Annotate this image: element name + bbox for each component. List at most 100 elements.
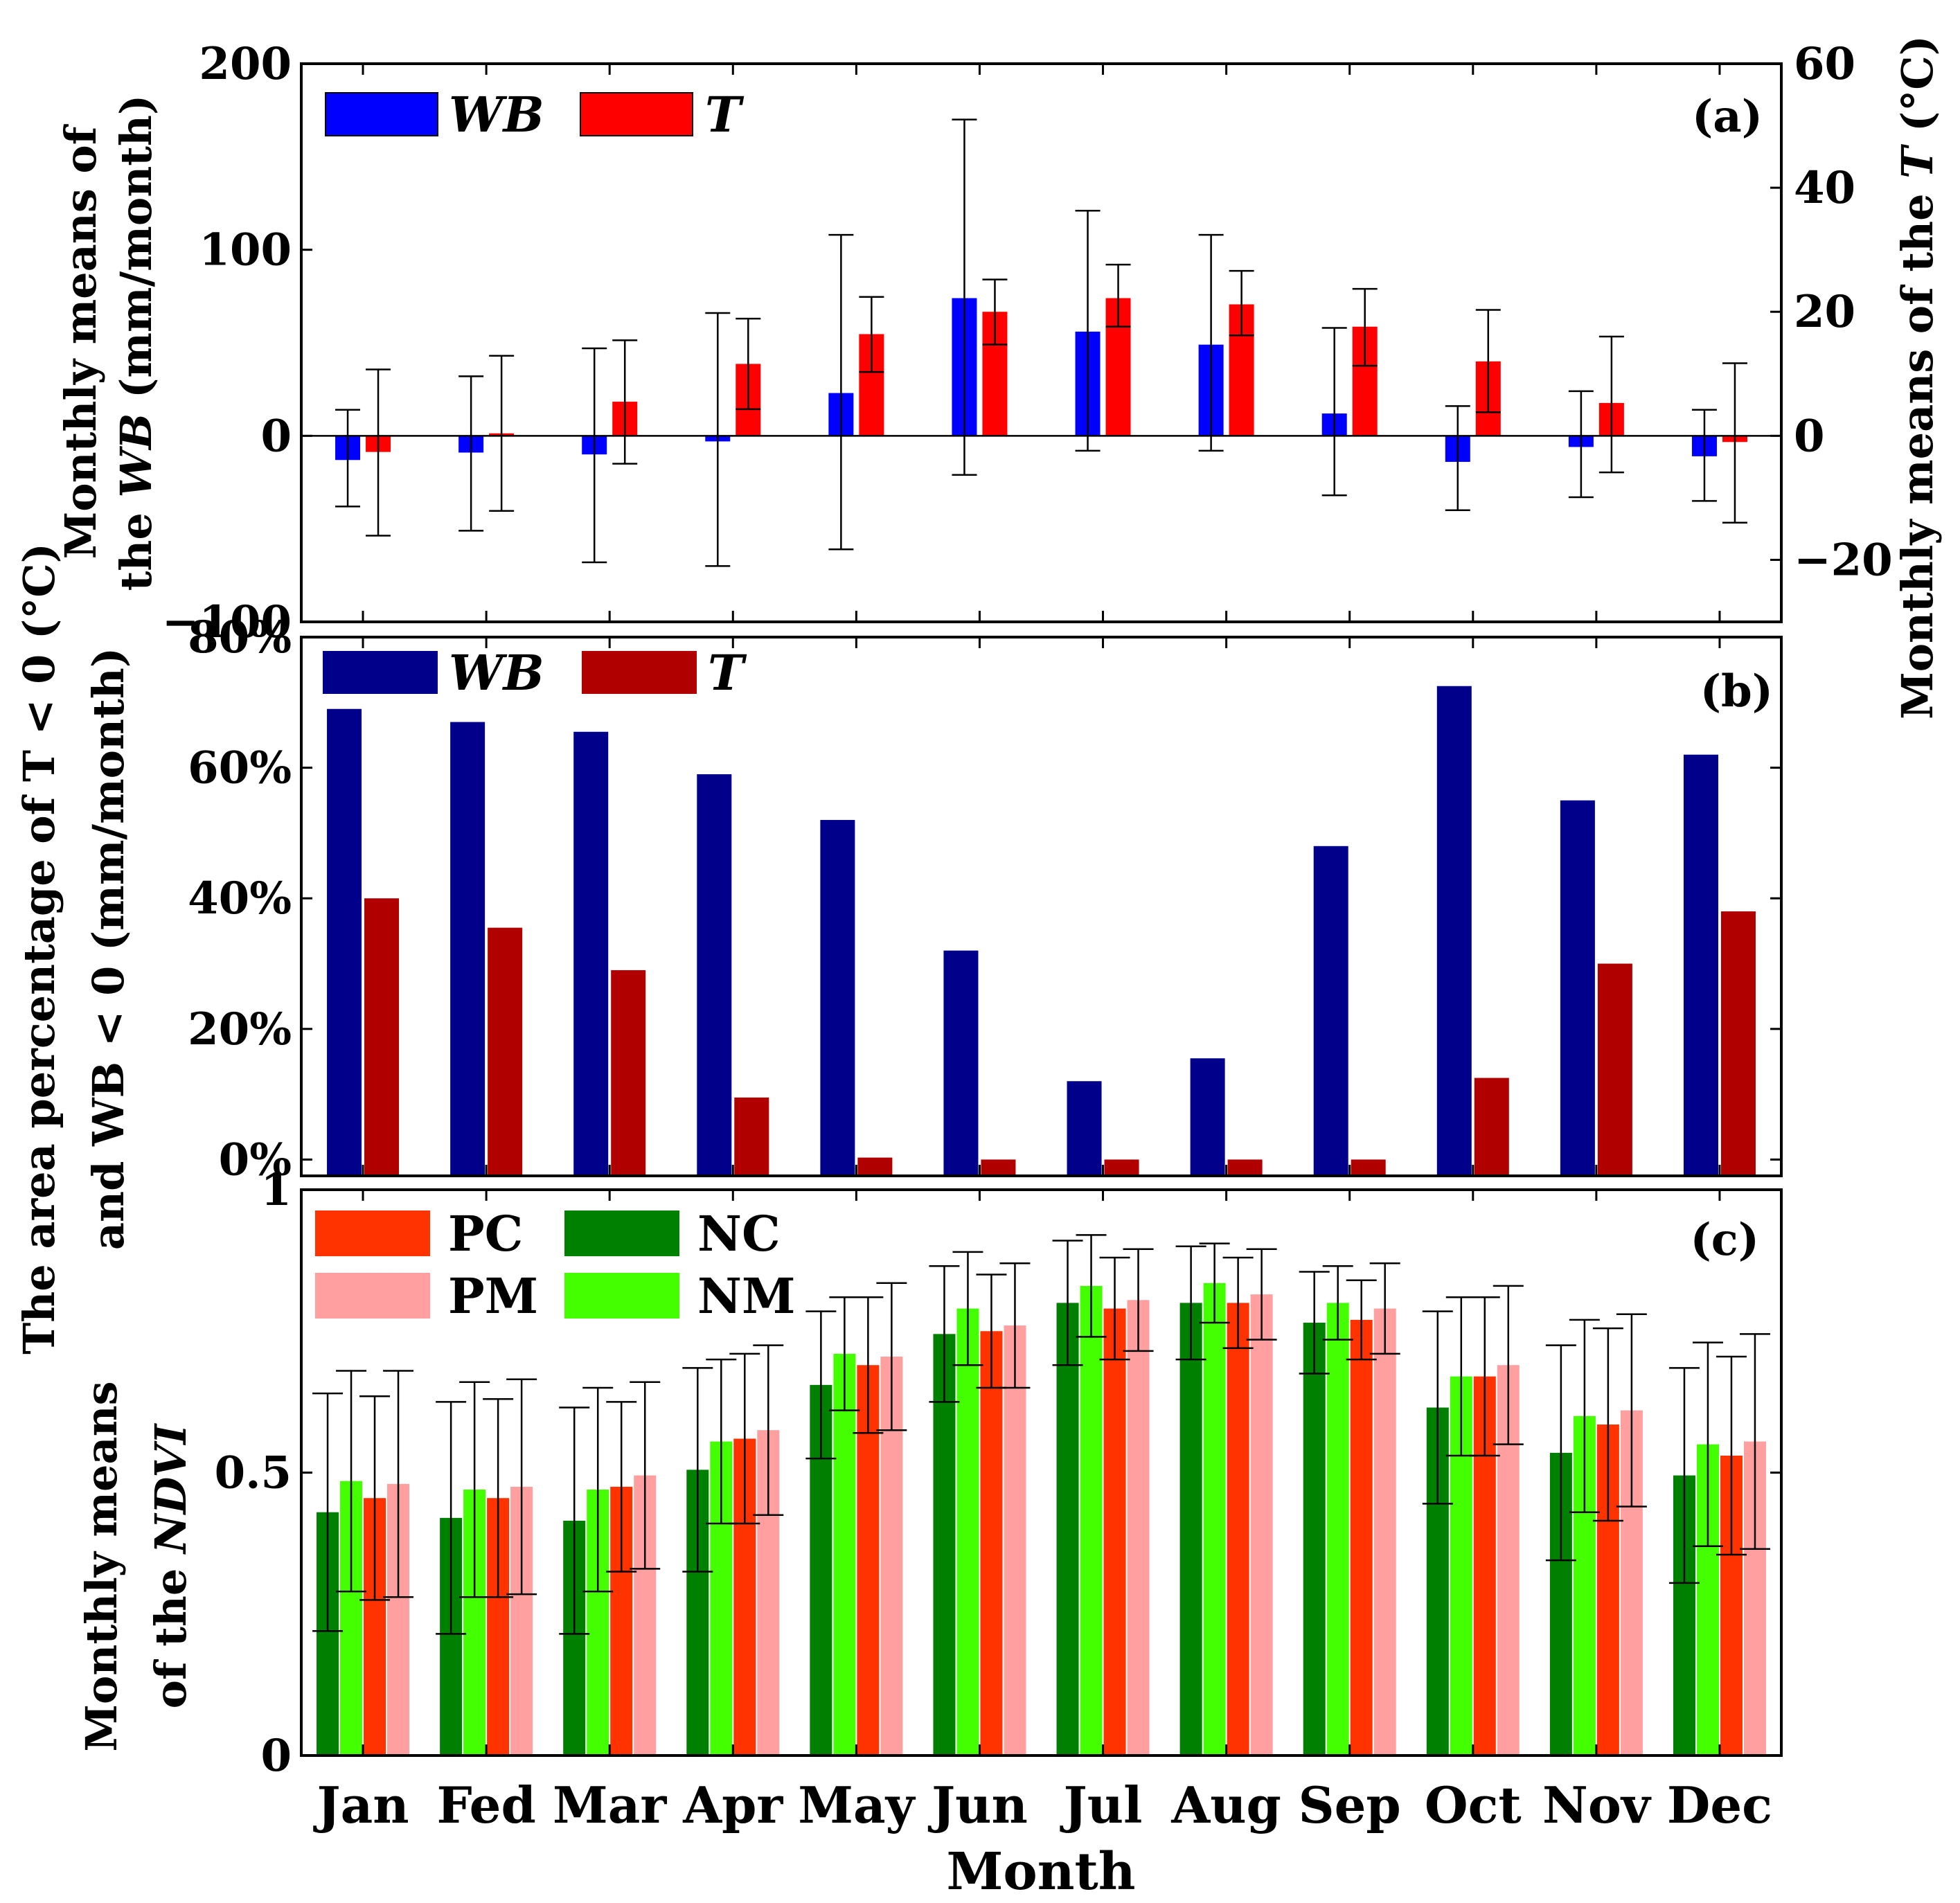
bar-nm bbox=[1326, 1303, 1349, 1755]
x-tick-label: Jan bbox=[313, 1776, 409, 1834]
x-tick-label: Sep bbox=[1299, 1776, 1401, 1834]
legend-swatch-t bbox=[580, 92, 693, 136]
y-tick-label: 0 bbox=[260, 410, 292, 462]
y-tick-label: 1 bbox=[260, 1164, 292, 1216]
bar-pc bbox=[980, 1331, 1003, 1755]
x-tick-label: May bbox=[798, 1776, 916, 1834]
bar-pm bbox=[1373, 1308, 1396, 1755]
panel-c: 0 0.5 1 PC NC PM NM (c) Monthly means of the NDVI bbox=[76, 1164, 1783, 1782]
y-tick-label: 60% bbox=[188, 742, 292, 794]
x-tick-label: Aug bbox=[1170, 1776, 1281, 1834]
legend-swatch-t bbox=[582, 651, 697, 694]
bar-wb bbox=[1436, 686, 1472, 1176]
y-axis-label-part: of the bbox=[145, 1553, 196, 1708]
legend-swatch-nm bbox=[564, 1273, 679, 1319]
y-tick-label-right: 0 bbox=[1794, 410, 1825, 462]
bar-t bbox=[1351, 1159, 1386, 1176]
legend-label-wb: WB bbox=[449, 644, 544, 702]
panel-b: 0% 20% 40% 60% 80% WB T (b) The area percentage … bbox=[14, 543, 1783, 1355]
bar-nm bbox=[1203, 1283, 1226, 1755]
bar-t bbox=[364, 898, 400, 1176]
bar-pc bbox=[1350, 1319, 1373, 1755]
y-tick-label: 100 bbox=[199, 224, 292, 276]
bar-t bbox=[1227, 1159, 1263, 1176]
y-tick-label: 200 bbox=[199, 38, 292, 90]
y-tick-label: 20% bbox=[188, 1003, 292, 1055]
y-axis-label-line1: The area percentage of T < 0 (°C) bbox=[14, 543, 64, 1355]
bar-wb bbox=[1683, 754, 1718, 1176]
y-axis-label-line1: Monthly means bbox=[76, 1381, 127, 1751]
legend-swatch-wb bbox=[323, 651, 438, 694]
bar-nc bbox=[933, 1334, 956, 1755]
legend-swatch-pc bbox=[315, 1210, 430, 1256]
plot-frame-b bbox=[300, 636, 1783, 1177]
legend-swatch-pm bbox=[315, 1273, 430, 1319]
y-axis-label-line1: Monthly means of bbox=[55, 124, 106, 559]
bar-nm bbox=[956, 1308, 979, 1755]
bar-wb bbox=[1190, 1058, 1225, 1176]
bar-wb bbox=[820, 820, 855, 1176]
x-tick-label: Mar bbox=[553, 1776, 667, 1834]
x-tick-label: Fed bbox=[436, 1776, 535, 1834]
bar-wb bbox=[327, 708, 362, 1176]
bar-nm bbox=[1080, 1285, 1103, 1755]
y-tick-label: 80% bbox=[188, 611, 292, 663]
y-axis-label-right: Monthly means of the T (°C) bbox=[1892, 35, 1943, 720]
bar-nm bbox=[833, 1353, 856, 1755]
x-tick-label: Jul bbox=[1060, 1776, 1143, 1834]
legend-label-pc: PC bbox=[448, 1205, 523, 1262]
y-tick-label: 0% bbox=[219, 1134, 292, 1186]
x-axis-title: Month bbox=[946, 1842, 1135, 1902]
y-tick-label-right: −20 bbox=[1794, 534, 1893, 586]
bar-wb bbox=[1560, 800, 1595, 1176]
y-tick-label: 40% bbox=[188, 873, 292, 924]
legend-swatch-wb bbox=[325, 92, 438, 136]
y-axis-label-part: WB bbox=[111, 413, 161, 498]
bar-wb bbox=[943, 950, 979, 1176]
bar-nc bbox=[1056, 1303, 1079, 1755]
legend-swatch-nc bbox=[564, 1210, 679, 1256]
bar-t bbox=[857, 1157, 893, 1176]
y-axis-label-line2: the WB (mm/month) bbox=[111, 95, 161, 591]
legend-label-nm: NM bbox=[697, 1267, 795, 1325]
panel-label-b: (b) bbox=[1700, 665, 1773, 717]
y-axis-label-line2: and WB < 0 (mm/month) bbox=[83, 647, 134, 1250]
bar-wb bbox=[573, 731, 609, 1176]
bar-pc bbox=[1227, 1303, 1249, 1755]
x-tick-label: Dec bbox=[1667, 1776, 1772, 1834]
bar-t bbox=[611, 970, 646, 1176]
legend-label-pm: PM bbox=[448, 1267, 538, 1325]
bar-pc bbox=[1103, 1308, 1126, 1755]
y-axis-label-line2: of the NDVI bbox=[145, 1423, 196, 1709]
x-tick-label: Nov bbox=[1542, 1776, 1652, 1834]
plot-frame-a bbox=[300, 62, 1783, 623]
y-tick-label-right: 40 bbox=[1794, 162, 1855, 214]
legend-label-t: T bbox=[708, 644, 747, 702]
bar-wb bbox=[697, 774, 732, 1176]
bar-t bbox=[1104, 1159, 1139, 1176]
bar-pm bbox=[1127, 1300, 1150, 1755]
y-tick-label: −100 bbox=[162, 596, 292, 648]
bar-wb bbox=[450, 722, 485, 1176]
x-tick-label: Apr bbox=[682, 1776, 783, 1834]
y-tick-label: 0 bbox=[260, 1730, 292, 1782]
bar-t bbox=[1720, 911, 1756, 1176]
x-tick-label: Jun bbox=[927, 1776, 1028, 1834]
bar-t bbox=[734, 1097, 769, 1176]
bar-nc bbox=[1303, 1322, 1326, 1755]
legend-label-t: T bbox=[705, 86, 745, 143]
y-tick-label-right: 20 bbox=[1794, 286, 1855, 338]
x-tick-label: Oct bbox=[1425, 1776, 1522, 1834]
y-axis-label-part: the bbox=[111, 498, 161, 591]
y-axis-label-part: (°C) bbox=[1892, 35, 1943, 147]
y-axis-label-part: Monthly means of the bbox=[1892, 179, 1943, 720]
bar-wb bbox=[1067, 1081, 1102, 1176]
bar-wb bbox=[1313, 846, 1348, 1176]
panel-label-a: (a) bbox=[1692, 91, 1763, 143]
x-axis: Jan Fed Mar Apr May Jun Jul Aug Sep Oct Nov Dec Mont… bbox=[313, 1776, 1773, 1902]
bar-t bbox=[488, 927, 523, 1176]
panel-a: −100 0 100 200 −20 0 20 40 60 WB T (a) Monthly means… bbox=[55, 35, 1943, 720]
y-tick-label: 0.5 bbox=[215, 1447, 292, 1499]
bar-t bbox=[981, 1159, 1016, 1176]
